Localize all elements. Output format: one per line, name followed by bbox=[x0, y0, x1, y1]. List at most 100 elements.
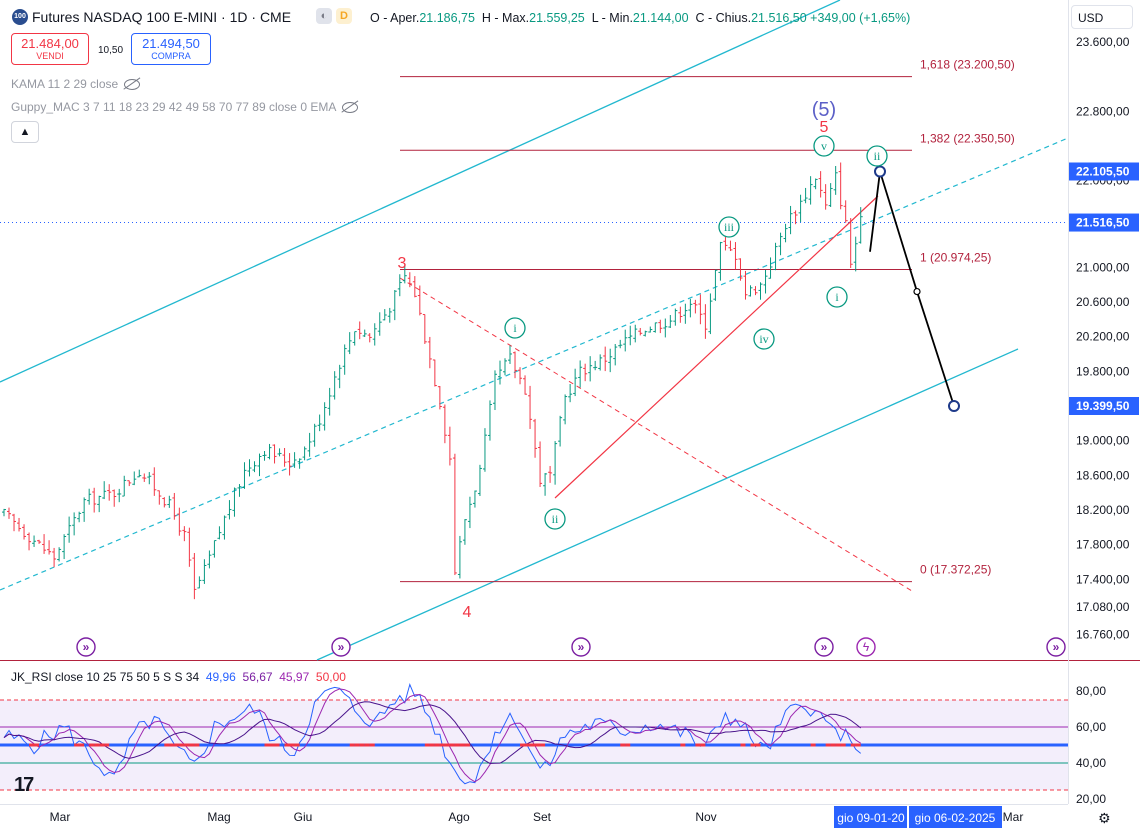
price-bar bbox=[618, 339, 623, 349]
price-bar bbox=[437, 386, 442, 410]
eye-hidden-icon[interactable] bbox=[342, 102, 359, 114]
price-bar bbox=[422, 314, 427, 344]
price-axis-tick: 17.080,00 bbox=[1076, 600, 1130, 614]
gear-icon[interactable]: ⚙ bbox=[1098, 810, 1111, 826]
tradingview-logo[interactable]: 17 bbox=[14, 774, 34, 796]
wave-label-text: iii bbox=[724, 220, 735, 234]
price-bar bbox=[472, 490, 477, 508]
price-bar bbox=[828, 183, 833, 207]
price-bar bbox=[12, 513, 17, 532]
delayed-data-badge[interactable]: D bbox=[336, 8, 352, 24]
toggle-chip-icon[interactable]: ◐ bbox=[316, 8, 332, 24]
fib-level-label: 1,618 (23.200,50) bbox=[920, 58, 1015, 72]
time-axis-label: Mag bbox=[207, 810, 230, 824]
price-bar bbox=[187, 527, 192, 567]
event-marker-glyph: » bbox=[83, 640, 90, 654]
price-bar bbox=[387, 307, 392, 323]
price-axis-tick: 19.000,00 bbox=[1076, 434, 1130, 448]
price-bar bbox=[723, 236, 728, 251]
price-bar bbox=[633, 324, 638, 343]
wave-label-1: 3 bbox=[398, 255, 407, 272]
price-bar bbox=[823, 184, 828, 210]
buy-button[interactable]: 21.494,50 COMPRA bbox=[131, 33, 211, 65]
wave-label-6: ii bbox=[544, 508, 566, 530]
symbol-title[interactable]: Futures NASDAQ 100 E-MINI · 1D · CME bbox=[32, 9, 292, 25]
price-bar bbox=[538, 441, 543, 487]
trend-line bbox=[554, 195, 879, 499]
low-value: 21.144,00 bbox=[632, 11, 689, 25]
close-label: C - Chius. bbox=[695, 11, 752, 25]
price-bar bbox=[102, 481, 107, 500]
price-bar bbox=[497, 360, 502, 385]
sell-button[interactable]: 21.484,00 VENDI bbox=[11, 33, 89, 65]
price-bar bbox=[127, 480, 132, 487]
price-bar bbox=[558, 415, 563, 447]
price-bar bbox=[362, 329, 367, 338]
event-marker-glyph: » bbox=[578, 640, 585, 654]
guppy-indicator-legend[interactable]: Guppy_MAC 3 7 11 18 23 29 42 49 58 70 77… bbox=[11, 100, 359, 114]
price-bar bbox=[87, 488, 92, 505]
event-marker-circle bbox=[331, 637, 351, 657]
wave-label-text: i bbox=[513, 321, 517, 335]
price-bar bbox=[217, 526, 222, 540]
event-marker-icon: » bbox=[814, 637, 834, 657]
price-bar bbox=[623, 329, 628, 352]
price-bar bbox=[533, 418, 538, 458]
wave-label-10: i bbox=[826, 286, 848, 308]
price-bar bbox=[778, 232, 783, 256]
price-label-text: 21.516,50 bbox=[1076, 216, 1130, 230]
wave-label-circle bbox=[813, 135, 835, 157]
price-axis-tick: 21.000,00 bbox=[1076, 260, 1130, 274]
price-bar bbox=[112, 489, 117, 507]
price-axis-tick: 17.800,00 bbox=[1076, 538, 1130, 552]
wave-label-3: 5 bbox=[820, 119, 829, 136]
price-bar bbox=[733, 242, 738, 270]
kama-indicator-legend[interactable]: KAMA 11 2 29 close bbox=[11, 77, 141, 91]
projection-node bbox=[948, 400, 960, 412]
price-bar bbox=[272, 444, 277, 464]
open-value: 21.186,75 bbox=[419, 11, 475, 25]
price-axis-tick: 19.800,00 bbox=[1076, 364, 1130, 378]
price-bar bbox=[648, 326, 653, 333]
price-bar bbox=[262, 450, 267, 461]
price-bar bbox=[332, 371, 337, 400]
channel-upper-line bbox=[0, 0, 841, 383]
chevron-up-icon[interactable]: ▲ bbox=[11, 121, 39, 143]
price-bar bbox=[858, 207, 863, 244]
price-bar bbox=[397, 274, 402, 297]
eye-hidden-icon[interactable] bbox=[124, 79, 141, 91]
price-bar bbox=[292, 452, 297, 468]
fib-diagonal-line bbox=[399, 277, 913, 592]
price-bar bbox=[598, 354, 603, 371]
price-bar bbox=[227, 500, 232, 520]
rsi-ma-line bbox=[3, 701, 862, 764]
price-bar bbox=[97, 495, 102, 513]
ohlc-values: O - Aper.21.186,75 H - Max.21.559,25 L -… bbox=[370, 11, 910, 25]
price-bar bbox=[813, 178, 818, 190]
price-bar bbox=[77, 511, 82, 523]
price-bar bbox=[252, 461, 257, 473]
wave-label-text: 4 bbox=[463, 604, 472, 621]
price-bar bbox=[553, 441, 558, 485]
high-value: 21.559,25 bbox=[529, 11, 585, 25]
price-bar bbox=[583, 363, 588, 382]
symbol-logo[interactable]: 100 bbox=[12, 9, 28, 25]
price-bar bbox=[793, 210, 798, 225]
price-axis-tick: 20.200,00 bbox=[1076, 330, 1130, 344]
price-bar bbox=[372, 323, 377, 346]
price-label-bg bbox=[1069, 162, 1139, 181]
price-label-bg bbox=[1069, 213, 1139, 232]
rsi-legend[interactable]: JK_RSI close 10 25 75 50 5 S S 34 49,96 … bbox=[11, 670, 346, 684]
guppy-label: Guppy_MAC 3 7 11 18 23 29 42 49 58 70 77… bbox=[11, 100, 337, 114]
price-bar bbox=[578, 360, 583, 388]
time-axis-label: Ago bbox=[448, 810, 470, 824]
price-bar bbox=[32, 535, 37, 547]
price-bar bbox=[232, 487, 237, 517]
event-marker-circle bbox=[814, 637, 834, 657]
price-bar bbox=[42, 534, 47, 554]
price-bar bbox=[82, 497, 87, 522]
currency-selector[interactable]: USD bbox=[1071, 5, 1133, 29]
price-bar bbox=[773, 242, 778, 271]
rsi-axis-tick: 60,00 bbox=[1076, 720, 1106, 734]
